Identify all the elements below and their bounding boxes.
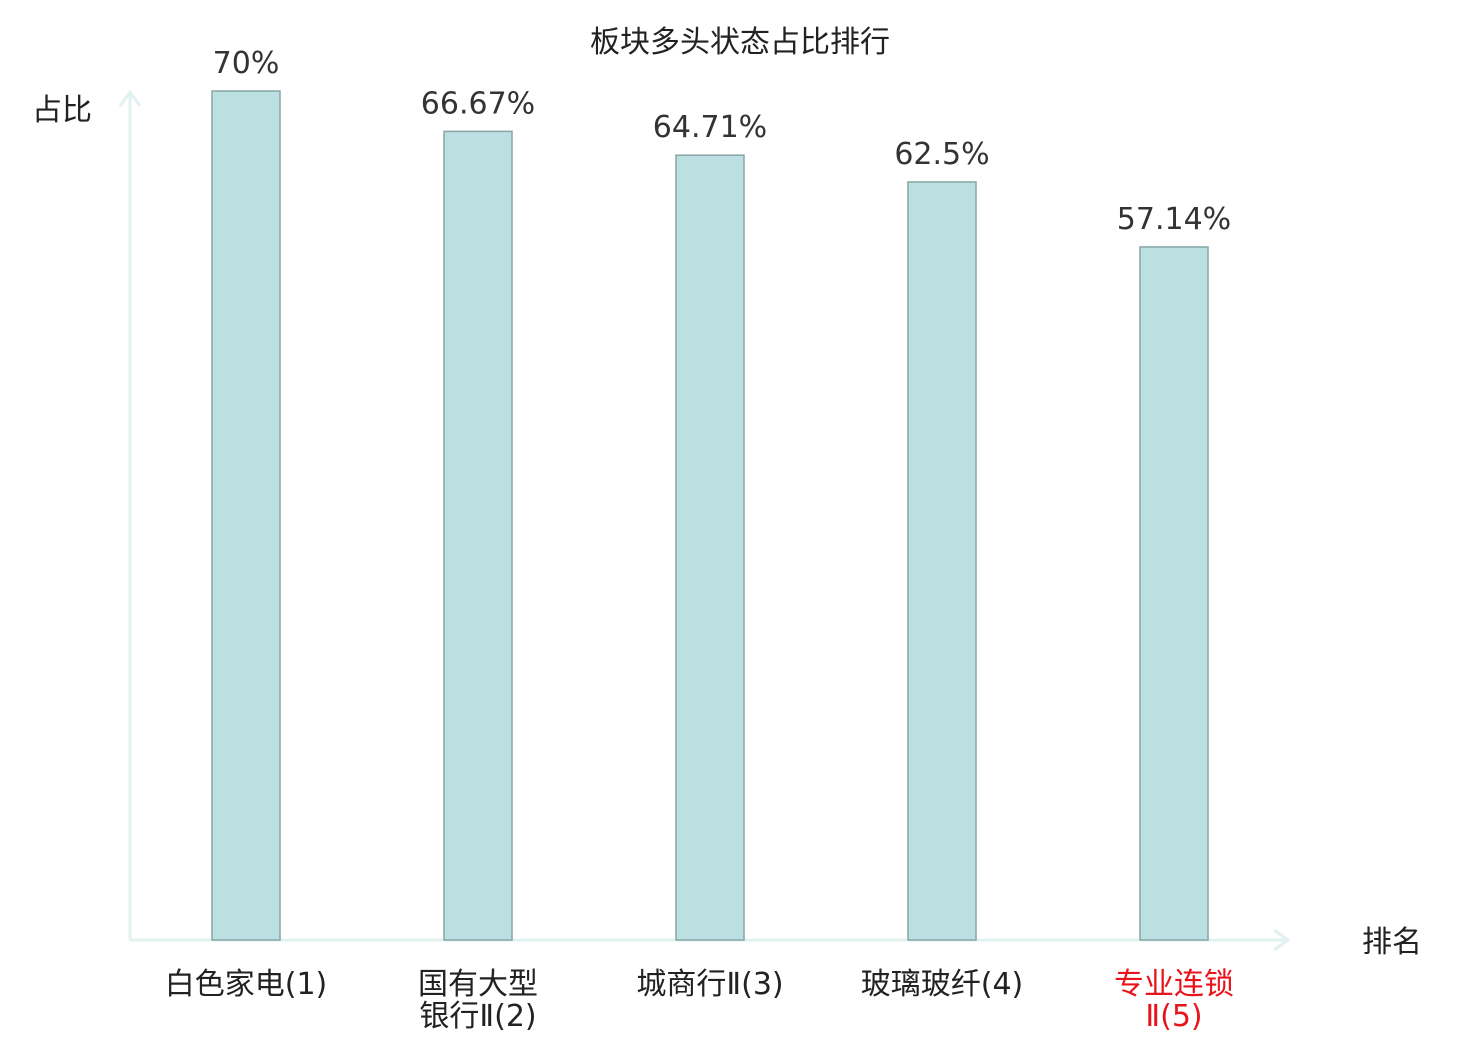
bar-1	[211, 90, 281, 941]
category-label-2: 国有大型银行Ⅱ(2)	[418, 967, 538, 1034]
y-axis-arrow	[118, 89, 142, 107]
bar-5	[1139, 246, 1209, 941]
value-label-5: 57.14%	[1117, 202, 1231, 237]
bar-2	[443, 130, 513, 941]
category-label-5: 专业连锁 Ⅱ(5)	[1114, 967, 1234, 1034]
chart-title: 板块多头状态占比排行	[590, 25, 890, 60]
bar-4	[907, 181, 977, 941]
value-label-1: 70%	[213, 46, 280, 81]
value-label-3: 64.71%	[653, 110, 767, 145]
bar-3	[675, 154, 745, 941]
category-label-3: 城商行Ⅱ(3)	[636, 967, 783, 1002]
x-axis-title: 排名	[1362, 925, 1422, 960]
category-label-1: 白色家电(1)	[165, 967, 328, 1002]
category-label-4: 玻璃玻纤(4)	[861, 967, 1024, 1002]
y-axis-title: 占比	[32, 93, 92, 128]
x-axis-arrow	[1273, 928, 1291, 952]
value-label-2: 66.67%	[421, 86, 535, 121]
value-label-4: 62.5%	[894, 137, 989, 172]
